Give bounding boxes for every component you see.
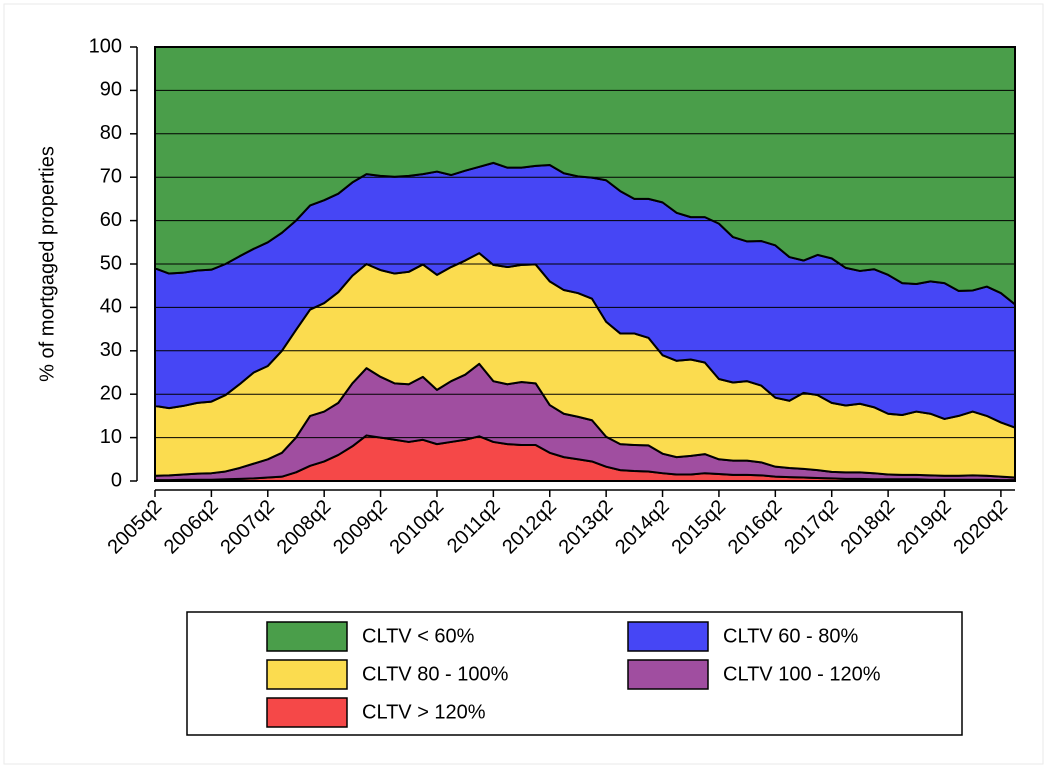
x-tick-label: 2007q2 bbox=[216, 496, 279, 559]
y-tick-label: 50 bbox=[100, 252, 122, 274]
x-tick-label: 2008q2 bbox=[273, 496, 336, 559]
legend-swatch bbox=[266, 621, 348, 652]
plot-border bbox=[154, 46, 1016, 482]
x-tick-label: 2006q2 bbox=[160, 496, 223, 559]
y-tick-label: 90 bbox=[100, 79, 122, 101]
legend-label: CLTV < 60% bbox=[362, 625, 475, 647]
x-tick-label: 2010q2 bbox=[385, 496, 448, 559]
x-tick-label: 2017q2 bbox=[780, 496, 843, 559]
y-tick-label: 80 bbox=[100, 122, 122, 144]
legend-label: CLTV 80 - 100% bbox=[362, 663, 509, 685]
x-tick-label: 2020q2 bbox=[949, 496, 1012, 559]
x-tick-label: 2005q2 bbox=[104, 496, 167, 559]
legend-swatch bbox=[266, 697, 348, 728]
y-tick-label: 0 bbox=[111, 469, 122, 491]
legend-swatch bbox=[627, 621, 709, 652]
y-tick-label: 10 bbox=[100, 426, 122, 448]
legend-label: CLTV 60 - 80% bbox=[723, 625, 858, 647]
figure-border bbox=[3, 3, 1044, 765]
x-tick-label: 2009q2 bbox=[329, 496, 392, 559]
x-tick-label: 2013q2 bbox=[555, 496, 618, 559]
y-axis-title: % of mortgaged properties bbox=[36, 146, 58, 382]
x-tick-label: 2019q2 bbox=[893, 496, 956, 559]
y-tick-label: 40 bbox=[100, 296, 122, 318]
x-tick-label: 2018q2 bbox=[837, 496, 900, 559]
legend-label: CLTV 100 - 120% bbox=[723, 663, 881, 685]
y-tick-label: 70 bbox=[100, 165, 122, 187]
x-tick-label: 2015q2 bbox=[667, 496, 730, 559]
legend-label: CLTV > 120% bbox=[362, 701, 486, 723]
x-tick-label: 2014q2 bbox=[611, 496, 674, 559]
legend-swatch bbox=[266, 659, 348, 690]
x-tick-label: 2012q2 bbox=[498, 496, 561, 559]
y-tick-label: 20 bbox=[100, 382, 122, 404]
legend-swatch bbox=[627, 659, 709, 690]
y-tick-label: 30 bbox=[100, 339, 122, 361]
y-tick-label: 100 bbox=[89, 35, 122, 57]
y-tick-label: 60 bbox=[100, 209, 122, 231]
x-tick-label: 2011q2 bbox=[443, 496, 505, 558]
x-tick-label: 2016q2 bbox=[724, 496, 787, 559]
